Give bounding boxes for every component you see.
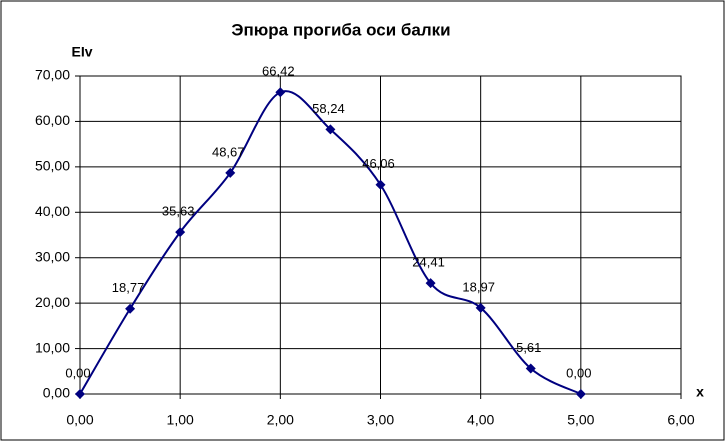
y-tick-label: 60,00: [35, 112, 70, 128]
data-label: 18,97: [462, 279, 495, 294]
y-tick-label: 30,00: [35, 248, 70, 264]
data-label: 18,77: [112, 280, 145, 295]
marker: [75, 389, 85, 399]
data-label: 24,41: [412, 255, 445, 270]
y-axis-title: EIv: [71, 44, 92, 60]
x-tick-label: 2,00: [267, 412, 294, 428]
y-tick-label: 20,00: [35, 294, 70, 310]
data-label: 66,42: [262, 64, 295, 79]
marker: [575, 389, 586, 399]
x-axis-title: x: [696, 384, 704, 400]
marker: [325, 124, 336, 135]
y-tick-label: 50,00: [35, 158, 70, 174]
marker: [125, 303, 136, 314]
x-tick-label: 0,00: [66, 412, 93, 428]
marker: [475, 302, 486, 313]
data-label: 0,00: [566, 365, 591, 380]
marker: [275, 87, 286, 98]
y-tick-label: 70,00: [35, 67, 70, 83]
data-label: 46,06: [362, 156, 395, 171]
data-label: 5,61: [516, 340, 541, 355]
marker: [225, 167, 236, 178]
x-tick-label: 6,00: [667, 412, 694, 428]
y-tick-label: 0,00: [43, 385, 70, 401]
marker: [525, 363, 536, 374]
y-tick-label: 10,00: [35, 339, 70, 355]
data-label: 48,67: [212, 144, 245, 159]
x-tick-label: 4,00: [467, 412, 494, 428]
y-tick-label: 40,00: [35, 203, 70, 219]
marker: [425, 278, 436, 289]
data-label: 35,63: [162, 204, 195, 219]
x-tick-label: 5,00: [567, 412, 594, 428]
x-tick-label: 3,00: [367, 412, 394, 428]
data-label: 0,00: [65, 365, 90, 380]
chart-title: Эпюра прогиба оси балки: [231, 20, 450, 39]
marker: [375, 179, 386, 190]
data-label: 58,24: [312, 101, 345, 116]
marker: [175, 227, 186, 238]
x-tick-label: 1,00: [167, 412, 194, 428]
